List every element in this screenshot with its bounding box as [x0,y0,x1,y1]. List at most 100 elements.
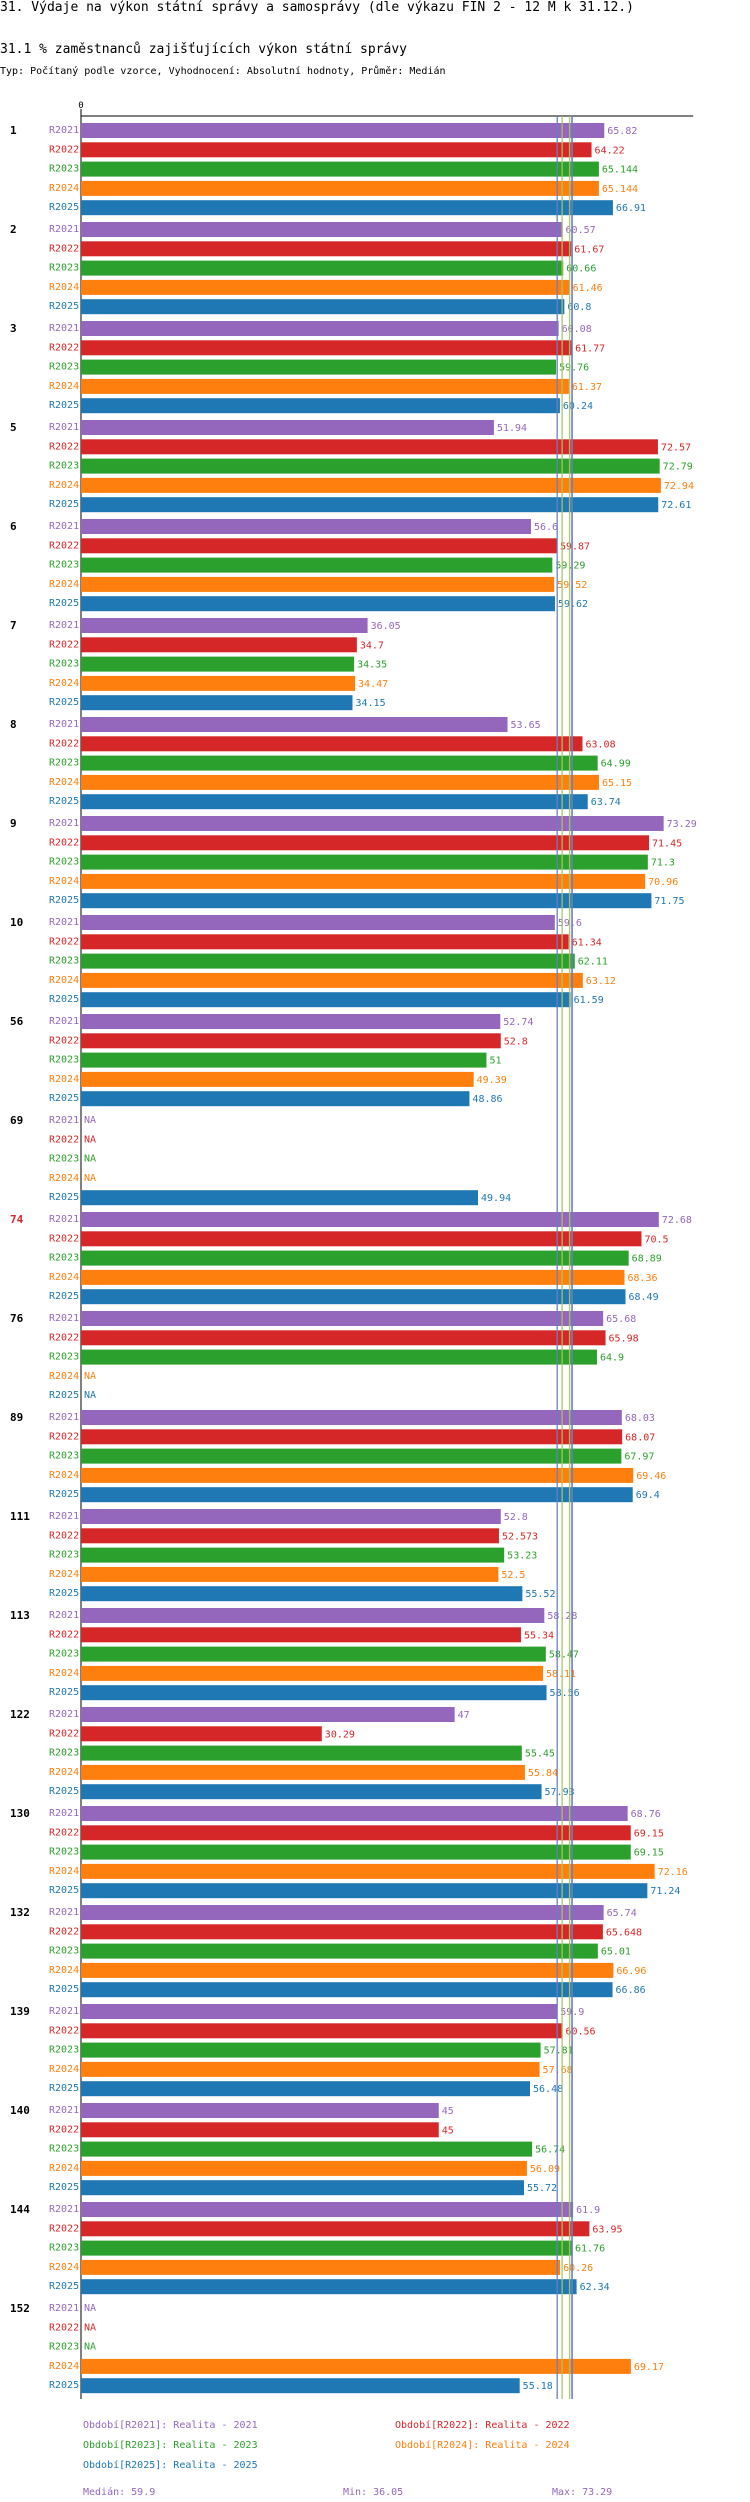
bar-74-R2024 [81,1269,625,1285]
value-label: 34.47 [358,679,388,690]
value-label: 47 [458,1710,470,1721]
value-label: 64.99 [601,759,631,770]
bar-1-R2024 [81,180,599,196]
min-stat: Min: 36.05 [343,2487,403,2498]
value-label: 60.26 [563,2263,593,2274]
bar-144-R2023 [81,2240,572,2256]
value-label: 62.11 [578,957,608,968]
chart-type-description: Typ: Počítaný podle vzorce, Vyhodnocení:… [0,66,446,77]
group-label: 113 [10,1609,30,1622]
bar-6-R2025 [81,596,555,612]
value-label: 65.98 [609,1333,639,1344]
value-label: 61.46 [573,283,603,294]
na-label: NA [84,2342,96,2353]
series-label: R2024 [49,1965,79,1976]
bar-140-R2021 [81,2103,439,2118]
series-label: R2022 [49,1233,79,1244]
na-label: NA [84,2303,96,2314]
series-label: R2024 [49,1272,79,1283]
axis-zero-label: 0 [78,101,83,111]
series-label: R2024 [49,975,79,986]
group-label: 69 [10,1114,23,1127]
series-label: R2023 [49,1946,79,1957]
bar-2-R2024 [81,279,570,295]
value-label: 68.07 [625,1432,655,1443]
value-label: 48.86 [472,1094,502,1105]
series-label: R2021 [49,719,79,730]
bar-122-R2025 [81,1784,542,1800]
series-label: R2024 [49,876,79,887]
legend-item-R2022: Období[R2022]: Realita - 2022 [395,2419,570,2431]
series-label: R2021 [49,1907,79,1918]
series-label: R2025 [49,400,79,411]
bar-69-R2025 [81,1190,479,1206]
bar-89-R2024 [81,1467,634,1483]
series-label: R2024 [49,381,79,392]
series-label: R2023 [49,362,79,373]
series-label: R2022 [49,1431,79,1442]
bar-56-R2022 [81,1033,501,1049]
series-label: R2024 [49,2064,79,2075]
value-label: 55.72 [527,2183,557,2194]
value-label: 58.56 [550,1688,580,1699]
value-label: 72.68 [662,1215,692,1226]
series-label: R2023 [49,263,79,274]
value-label: 61.37 [572,382,602,393]
value-label: 55.52 [525,1589,555,1600]
value-label: 65.144 [602,184,638,195]
bar-132-R2022 [81,1924,603,1940]
value-label: 61.34 [572,937,602,948]
bar-89-R2025 [81,1487,633,1503]
na-label: NA [84,1134,96,1145]
bar-8-R2023 [81,755,598,771]
bar-111-R2024 [81,1566,499,1582]
series-label: R2025 [49,499,79,510]
series-label: R2021 [49,1016,79,1027]
value-label: 65.82 [607,126,637,137]
na-label: NA [84,1371,96,1382]
series-label: R2025 [49,202,79,213]
bar-140-R2022 [81,2122,439,2138]
bar-130-R2024 [81,1863,655,1879]
series-label: R2025 [49,1489,79,1500]
bar-2-R2021 [81,222,563,237]
group-label: 56 [10,1015,24,1028]
series-label: R2022 [49,2124,79,2135]
series-label: R2021 [49,2204,79,2215]
series-label: R2023 [49,857,79,868]
bar-10-R2021 [81,915,555,930]
series-label: R2024 [49,678,79,689]
bar-10-R2022 [81,934,569,950]
series-label: R2024 [49,1173,79,1184]
group-label: 8 [10,718,17,731]
bar-132-R2023 [81,1943,598,1959]
bar-139-R2023 [81,2042,541,2058]
bar-9-R2025 [81,893,652,909]
value-label: 69.15 [634,1828,664,1839]
series-label: R2023 [49,1550,79,1561]
bar-3-R2024 [81,378,569,394]
series-label: R2025 [49,1390,79,1401]
series-label: R2021 [49,1115,79,1126]
value-label: 59.87 [560,541,590,552]
value-label: 60.24 [563,401,593,412]
series-label: R2024 [49,1569,79,1580]
value-label: 56.09 [530,2164,560,2175]
series-label: R2024 [49,480,79,491]
value-label: 68.36 [627,1273,657,1284]
na-label: NA [84,1154,96,1165]
series-label: R2023 [49,1352,79,1363]
value-label: 60.66 [566,264,596,275]
value-label: 65.144 [602,165,638,176]
value-label: 53.23 [507,1551,537,1562]
series-label: R2022 [49,540,79,551]
value-label: 68.76 [631,1809,661,1820]
bar-111-R2025 [81,1586,523,1602]
series-label: R2022 [49,243,79,254]
page-title: 31. Výdaje na výkon státní správy a samo… [0,0,634,15]
value-label: 61.77 [575,343,605,354]
bar-6-R2022 [81,538,557,554]
value-label: 45 [442,2106,454,2117]
legend-item-R2024: Období[R2024]: Realita - 2024 [395,2439,570,2451]
value-label: 60.08 [562,324,592,335]
